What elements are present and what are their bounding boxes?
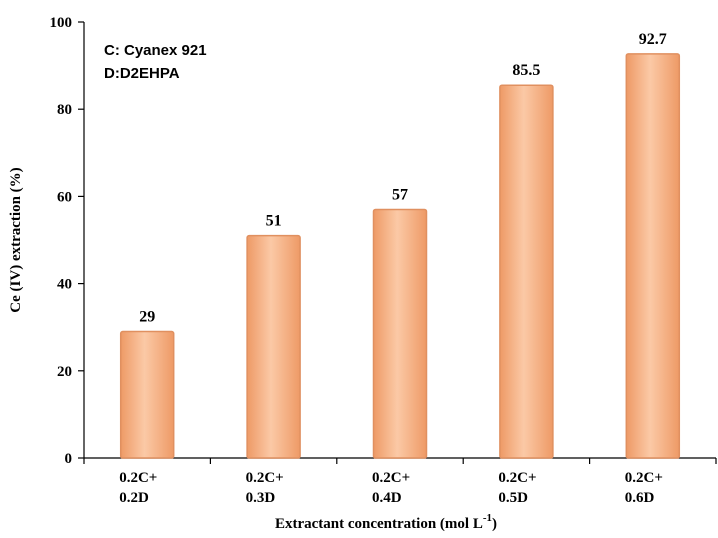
y-tick-label: 20 — [57, 364, 72, 380]
x-axis-title-main: Extractant concentration (mol L — [275, 516, 483, 532]
y-axis-title: Ce (IV) extraction (%) — [8, 167, 24, 312]
bar — [246, 234, 301, 459]
category-label: 0.2D — [119, 490, 149, 506]
category-label: 0.2C+ — [498, 470, 536, 486]
y-tick-label: 80 — [57, 102, 72, 118]
y-tick-label: 60 — [57, 189, 72, 205]
data-label: 92.7 — [639, 31, 667, 48]
data-label: 51 — [266, 213, 282, 230]
x-axis-title-superscript: -1 — [483, 512, 492, 524]
bar — [499, 84, 554, 459]
x-axis-title-close: ) — [492, 516, 497, 532]
annotation-d2ehpa: D:D2EHPA — [104, 65, 180, 82]
data-label: 85.5 — [512, 62, 540, 79]
x-ticks — [83, 458, 717, 464]
category-label: 0.5D — [498, 490, 528, 506]
data-label: 57 — [392, 186, 408, 203]
value-labels: 29 51 57 85.5 92.7 — [139, 31, 667, 326]
bars — [119, 53, 681, 459]
y-tick-label: 100 — [50, 15, 73, 31]
bar — [625, 53, 681, 459]
annotation-cyanex: C: Cyanex 921 — [104, 42, 207, 59]
category-label: 0.6D — [625, 490, 655, 506]
category-label: 0.4D — [372, 490, 402, 506]
data-label: 29 — [139, 309, 155, 326]
category-label: 0.2C+ — [372, 470, 410, 486]
x-axis-title: Extractant concentration (mol L-1) — [275, 512, 497, 532]
y-tick-label: 40 — [57, 277, 72, 293]
category-label: 0.3D — [246, 490, 276, 506]
category-labels: 0.2C+ 0.2D 0.2C+ 0.3D 0.2C+ 0.4D 0.2C+ 0.5D 0.2C… — [119, 470, 663, 506]
y-ticks: 0 20 40 60 80 100 — [50, 15, 84, 467]
category-label: 0.2C+ — [625, 470, 663, 486]
category-label: 0.2C+ — [119, 470, 157, 486]
legend-annotation: C: Cyanex 921 D:D2EHPA — [104, 42, 207, 82]
bar — [372, 208, 428, 459]
bar — [119, 330, 175, 459]
category-label: 0.2C+ — [246, 470, 284, 486]
y-tick-label: 0 — [65, 451, 73, 467]
